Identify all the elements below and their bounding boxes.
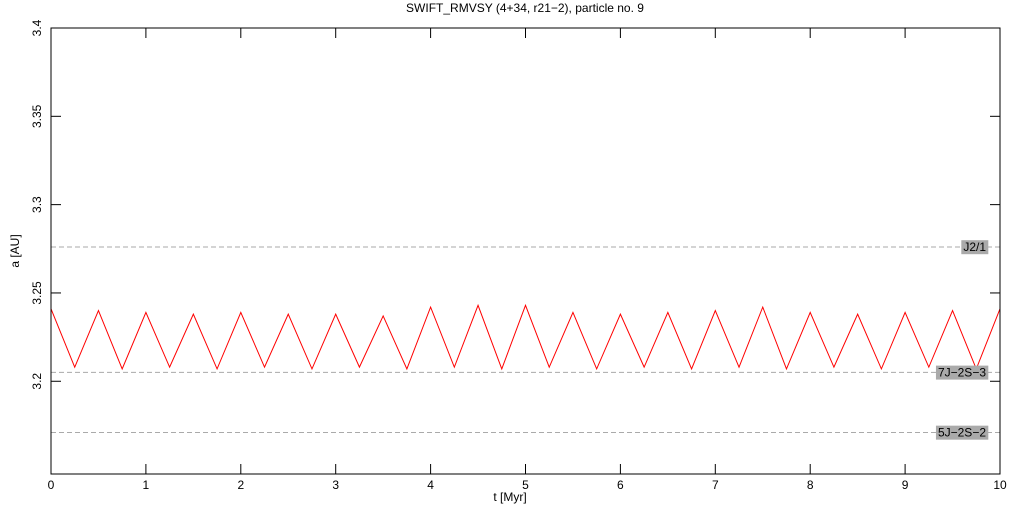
x-tick-label: 0	[48, 478, 55, 492]
y-tick-label: 3.35	[30, 104, 44, 128]
x-tick-label: 5	[522, 478, 529, 492]
resonance-label: J2/1	[963, 240, 986, 254]
x-axis-label: t [Myr]	[493, 490, 526, 504]
x-tick-label: 2	[237, 478, 244, 492]
resonance-label: 7J−2S−3	[938, 366, 986, 380]
x-tick-label: 6	[617, 478, 624, 492]
x-tick-label: 3	[332, 478, 339, 492]
plot-frame	[50, 27, 1001, 475]
x-tick-label: 7	[712, 478, 719, 492]
y-tick-label: 3.25	[30, 281, 44, 305]
x-tick-label: 9	[902, 478, 909, 492]
x-tick-label: 4	[427, 478, 434, 492]
y-tick-label: 3.2	[30, 373, 44, 390]
resonance-label-box	[935, 365, 989, 380]
data-line	[50, 303, 1001, 371]
x-tick-label: 10	[993, 478, 1007, 492]
resonance-label-box	[935, 425, 989, 440]
y-axis-label: a [AU]	[8, 234, 22, 267]
y-tick-label: 3.3	[30, 196, 44, 213]
x-tick-label: 8	[807, 478, 814, 492]
y-tick-label: 3.4	[30, 19, 44, 36]
resonance-label-box	[961, 240, 989, 255]
resonance-label: 5J−2S−2	[938, 426, 986, 440]
chart-title: SWIFT_RMVSY (4+34, r21−2), particle no. …	[406, 1, 644, 15]
x-tick-label: 1	[143, 478, 150, 492]
